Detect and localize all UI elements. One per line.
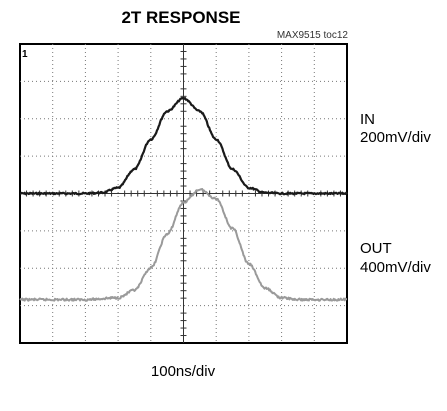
trigger-marker: 1: [22, 49, 28, 60]
series-label-in: IN: [360, 111, 375, 128]
x-axis-label: 100ns/div: [151, 363, 216, 380]
series-label-out: OUT: [360, 240, 392, 257]
series-scale-out: 400mV/div: [360, 259, 431, 276]
series-scale-in: 200mV/div: [360, 129, 431, 146]
chart-title: 2T RESPONSE: [121, 8, 240, 27]
figure-id-note: MAX9515 toc12: [277, 30, 349, 41]
